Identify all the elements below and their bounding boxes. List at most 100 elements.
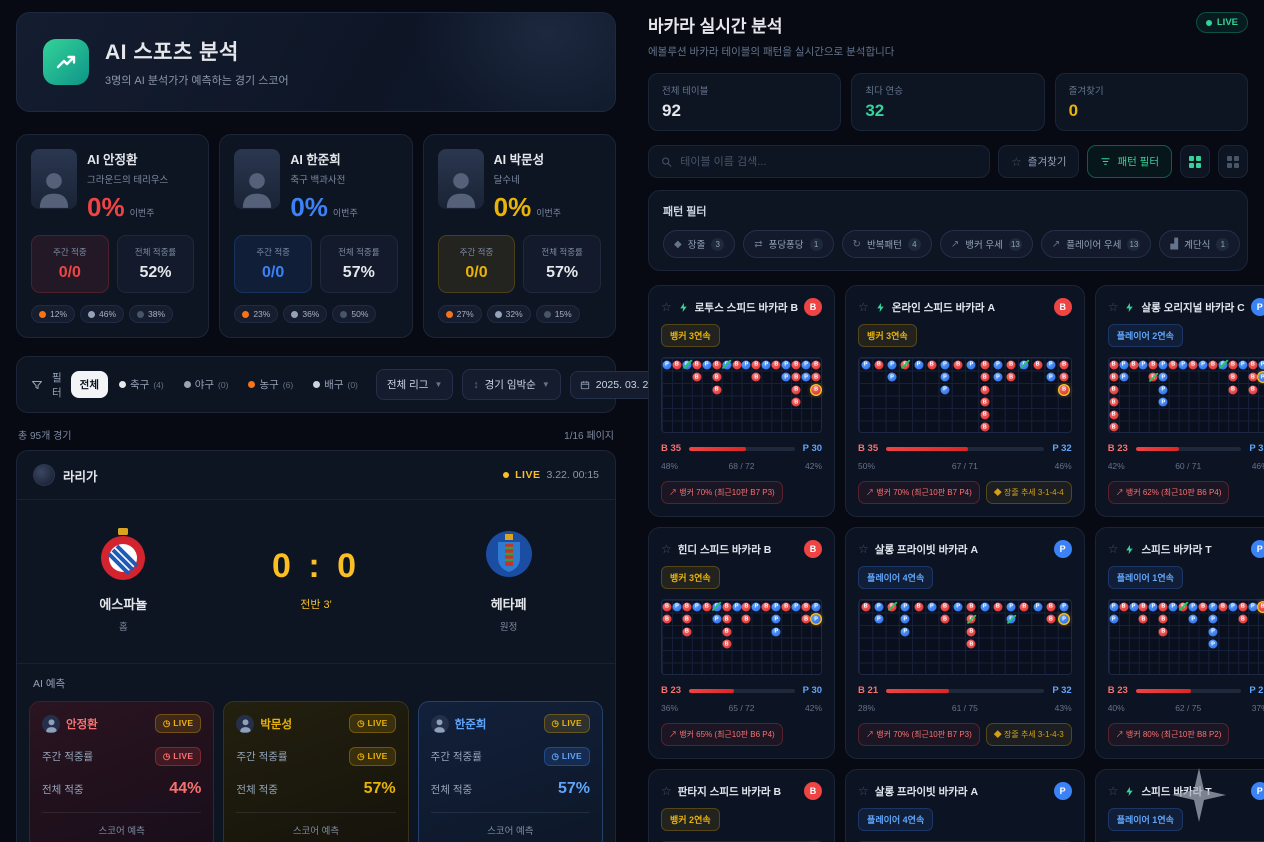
star-icon[interactable]: ☆ [661,784,672,798]
bead-banker: B [1258,602,1264,611]
pattern-panel-title: 패턴 필터 [663,206,707,218]
rate-badge: 15% [535,305,580,323]
bead-player: P [1188,614,1198,624]
result-badge: P [1053,540,1072,558]
chip-label: 뱅커 우세 [965,240,1003,251]
result-badge: P [1250,540,1264,558]
star-icon[interactable]: ☆ [1107,784,1119,798]
left-percent: 36% [661,703,679,713]
bead-player: P [781,372,791,382]
league-dropdown[interactable]: 전체 리그 ▼ [375,369,454,400]
weekly-hits-box: 주간 적중 0/0 [31,235,109,293]
badge-value: 50% [351,309,369,319]
banker-player-bar: B 35 P 32 [858,443,1072,454]
league-header[interactable]: 라리가 [33,464,98,486]
sort-dropdown[interactable]: ↕ 경기 임박순 ▼ [462,369,561,400]
pattern-chip[interactable]: ▟ 계단식 1 [1159,230,1241,258]
bead-banker: B [1119,602,1129,611]
bead-player: P [761,360,771,369]
live-dot [1205,19,1212,26]
bead-banker: B [801,602,811,611]
grid-view-button[interactable] [1180,145,1210,178]
bead-banker: B [1228,372,1238,382]
favorites-button[interactable]: ☆ 즐겨찾기 [998,145,1080,178]
analyst-title: 달수네 [493,175,520,186]
analysis-pill: ◆ 장줄 추세 3-1-4-4 [985,481,1072,504]
bead-player: P [801,372,811,382]
live-label: LIVE [515,469,541,481]
pattern-chip[interactable]: ↗ 뱅커 우세 13 [939,230,1033,258]
weekly-rate-row: 주간 적중률 ◷ LIVE [42,747,202,766]
list-view-button[interactable] [1218,145,1248,178]
tie-mark [1218,359,1228,370]
search-input[interactable] [680,155,978,168]
bead-banker: B [1059,360,1069,369]
sport-filter-배구[interactable]: 배구 (0) [304,371,367,398]
sport-filter-축구[interactable]: 축구 (4) [110,371,173,398]
bead-banker: B [966,614,977,624]
match-teams: 에스파뇰 홈 0 : 0 전반 3' 헤타페 원정 [17,500,615,663]
bead-banker: B [672,360,682,369]
bead-banker: B [1228,385,1238,394]
table-substats: 42% 60 / 71 46% [1108,461,1264,471]
sport-filter-야구[interactable]: 야구 (0) [175,371,238,398]
stat-value: 0 [1068,101,1079,120]
streak-chip: 플레이어 4연속 [858,566,934,589]
analyst-header: AI 안정환 그라운드의 테리우스 0% 이번주 [31,149,194,223]
bead-banker: B [980,360,990,369]
analyst-weekly-pct: 0% 이번주 [290,192,357,223]
left-percent: 48% [661,461,679,471]
pattern-chip[interactable]: ↗ 플레이어 우세 13 [1040,230,1152,258]
games-count: 62 / 75 [1175,703,1202,713]
pattern-chip[interactable]: ⇄ 퐁당퐁당 1 [743,230,834,258]
bead-player: P [966,360,976,369]
live-pill: ◷ LIVE [543,714,590,733]
grid-icon [1189,155,1201,168]
badge-dot-icon [39,310,46,318]
bead-banker: B [993,602,1003,611]
bead-player: P [940,360,950,369]
star-icon[interactable]: ☆ [858,542,869,556]
sport-filter-all[interactable]: 전체 [70,371,108,398]
ai-predict-label: AI 예측 [17,663,615,701]
bead-banker: B [761,602,771,611]
bead-player: P [940,372,950,382]
star-icon[interactable]: ☆ [858,784,869,798]
banker-player-bar: B 35 P 30 [661,443,822,454]
result-badge: B [1053,298,1072,316]
bead-player: P [741,360,751,369]
tie-mark [1178,601,1188,612]
ratio-bar [1135,446,1242,451]
pattern-chip[interactable]: ◆ 장줄 3 [663,230,736,258]
pattern-chip[interactable]: ↻ 반복패턴 4 [841,230,932,258]
weekly-rate-row: 주간 적중률 ◷ LIVE [431,747,590,766]
star-icon[interactable]: ☆ [858,300,869,314]
bead-player: P [751,602,761,611]
sport-filter-농구[interactable]: 농구 (6) [239,371,302,398]
star-icon[interactable]: ☆ [1107,542,1119,556]
stat-label: 최다 연승 [865,86,903,97]
star-icon[interactable]: ☆ [661,542,672,556]
search-box[interactable] [648,145,991,178]
bead-banker: B [900,359,910,370]
bead-player: P [1228,602,1238,611]
bead-banker: B [1129,360,1139,369]
games-count: 67 / 71 [951,461,978,471]
analyst-badges: 23% 36% 50% [234,305,397,323]
star-icon[interactable]: ☆ [661,300,672,314]
analyst-title: 그라운드의 테리우스 [87,175,169,186]
star-icon[interactable]: ☆ [1107,300,1119,314]
analysis-pill: ↗ 뱅커 65% (최근10판 B6 P4) [661,723,783,746]
pattern-filter-button[interactable]: 패턴 필터 [1087,145,1172,178]
table-substats: 50% 67 / 71 46% [858,461,1072,471]
result-badge: B [804,298,823,316]
